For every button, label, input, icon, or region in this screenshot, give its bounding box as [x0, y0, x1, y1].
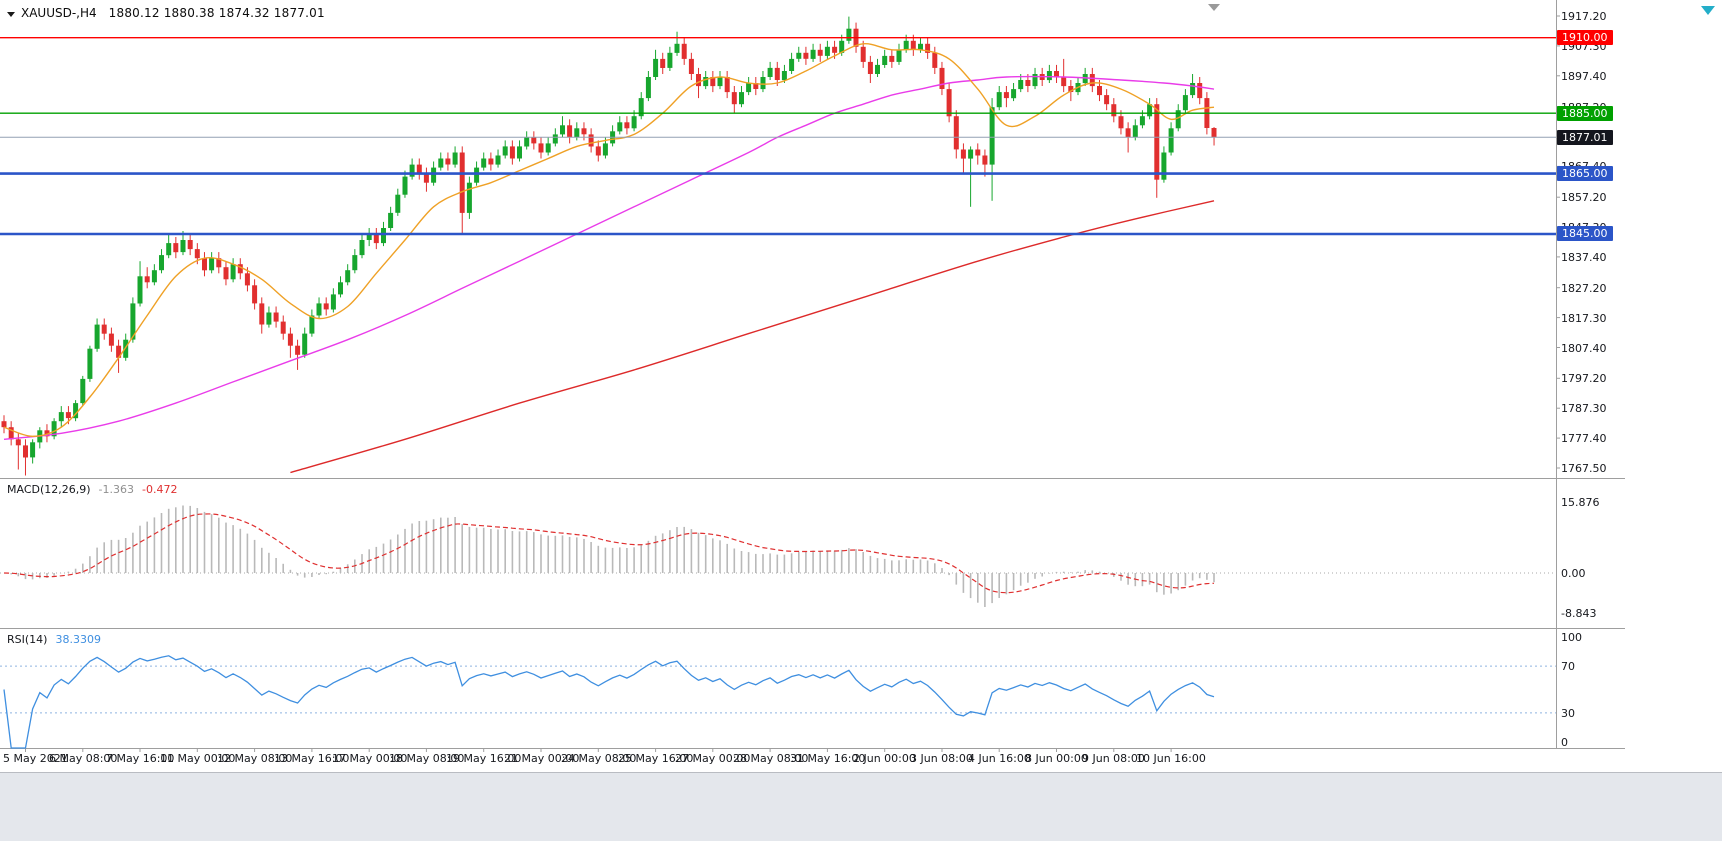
price-badge-1865.00: 1865.00: [1557, 166, 1613, 181]
time-axis-label: 28 May 08:00: [733, 752, 809, 765]
price-axis-label: 1857.20: [1561, 191, 1607, 204]
rsi-layer: [0, 655, 1556, 749]
price-axis-label: 1827.20: [1561, 282, 1607, 295]
macd-signal-line: [3, 513, 1215, 594]
time-axis-label: 25 May 16:00: [618, 752, 694, 765]
macd-axis-label: -8.843: [1561, 607, 1597, 620]
price-axis-label: 1767.50: [1561, 462, 1607, 475]
price-axis-label: 1917.20: [1561, 10, 1607, 23]
time-axis-label: 9 Jun 08:00: [1082, 752, 1145, 765]
rsi-line: [3, 655, 1215, 749]
symbol-dropdown-icon[interactable]: [7, 12, 15, 17]
rsi-name: RSI(14): [7, 633, 48, 646]
time-axis-label: 4 Jun 16:00: [968, 752, 1031, 765]
time-axis-label: 11 May 00:00: [160, 752, 236, 765]
rsi-axis-label: 70: [1561, 660, 1575, 673]
ma-fast-orange: [3, 43, 1215, 438]
macd-name: MACD(12,26,9): [7, 483, 91, 496]
ma-slow-red: [290, 200, 1215, 474]
price-axis-label: 1897.40: [1561, 70, 1607, 83]
price-axis-label: 1807.40: [1561, 342, 1607, 355]
hlines-layer[interactable]: [0, 37, 1556, 236]
rsi-axis-label: 100: [1561, 631, 1582, 644]
price-badge-1910.00: 1910.00: [1557, 30, 1613, 45]
time-axis-label: 24 May 08:00: [561, 752, 637, 765]
macd-axis-label: 15.876: [1561, 496, 1600, 509]
price-axis-label: 1817.30: [1561, 312, 1607, 325]
time-axis-label: 7 May 16:00: [106, 752, 175, 765]
time-axis-label: 8 Jun 00:00: [1025, 752, 1088, 765]
ohlc-values: 1880.12 1880.38 1874.32 1877.01: [108, 6, 325, 20]
time-axis-label: 19 May 16:00: [446, 752, 522, 765]
candles-layer: [1, 16, 1217, 476]
time-axis-label: 10 Jun 16:00: [1136, 752, 1206, 765]
time-axis-label: 27 May 00:00: [675, 752, 751, 765]
price-badge-1885.00: 1885.00: [1557, 106, 1613, 121]
time-axis-label: 6 May 08:00: [49, 752, 118, 765]
ma-mid-magenta: [3, 75, 1215, 440]
price-axis-badges: 1910.00 1885.00 1865.00 1845.00 1877.01: [1557, 0, 1721, 772]
macd-signal-value: -0.472: [142, 483, 178, 496]
macd-layer: [0, 505, 1556, 607]
time-axis-label: 31 May 16:00: [790, 752, 866, 765]
time-axis-label: 5 May 2021: [3, 752, 68, 765]
time-axis-label: 13 May 16:00: [274, 752, 350, 765]
price-axis-label: 1837.40: [1561, 251, 1607, 264]
moving-averages-layer: [3, 43, 1215, 474]
time-axis-label: 21 May 00:00: [504, 752, 580, 765]
rsi-axis-label: 0: [1561, 736, 1568, 749]
symbol-info[interactable]: XAUUSD-,H4 1880.12 1880.38 1874.32 1877.0…: [7, 6, 325, 20]
bottom-strip: [0, 772, 1722, 841]
current-price-badge: 1877.01: [1557, 130, 1613, 145]
time-axis-label: 17 May 00:00: [332, 752, 408, 765]
chart-shift-marker-icon[interactable]: [1208, 4, 1220, 11]
time-axis-label: 3 Jun 08:00: [910, 752, 973, 765]
separators-layer: [0, 0, 1625, 752]
scroll-to-end-icon[interactable]: [1701, 6, 1715, 15]
price-axis-label: 1777.40: [1561, 432, 1607, 445]
macd-axis-label: 0.00: [1561, 567, 1586, 580]
price-axis-label: 1787.30: [1561, 402, 1607, 415]
symbol-title: XAUUSD-,H4: [21, 6, 97, 20]
time-axis[interactable]: 5 May 2021 6 May 08:00 7 May 16:00 11 May 0…: [0, 748, 1722, 772]
rsi-value: 38.3309: [55, 633, 101, 646]
time-axis-label: 12 May 08:00: [217, 752, 293, 765]
rsi-indicator-label: RSI(14) 38.3309: [7, 633, 101, 646]
price-axis[interactable]: 1917.201907.301897.401887.201867.401857.…: [1561, 0, 1721, 772]
price-badge-1845.00: 1845.00: [1557, 226, 1613, 241]
time-axis-label: 18 May 08:00: [389, 752, 465, 765]
price-axis-label: 1797.20: [1561, 372, 1607, 385]
time-axis-label: 2 Jun 00:00: [853, 752, 916, 765]
rsi-axis-label: 30: [1561, 707, 1575, 720]
macd-indicator-label: MACD(12,26,9) -1.363 -0.472: [7, 483, 177, 496]
macd-hist-value: -1.363: [98, 483, 135, 496]
